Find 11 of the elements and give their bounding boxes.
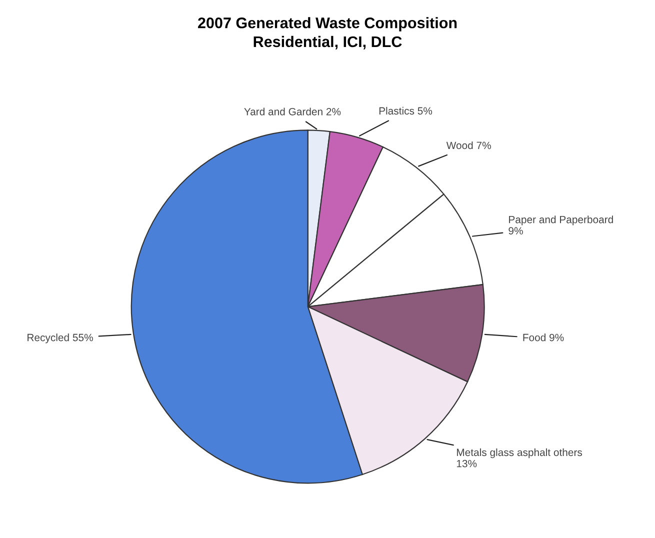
slice-label: Metals glass asphalt others	[457, 448, 582, 458]
slice-label: Wood 7%	[446, 141, 491, 150]
slice-label: Plastics 5%	[379, 106, 432, 115]
chart-title: 2007 Generated Waste Composition	[198, 17, 457, 32]
data-label: 9%	[508, 227, 523, 234]
chart-subtitle: Residential, ICI, DLC	[254, 36, 402, 50]
slice-label: Recycled 55%	[28, 334, 93, 344]
data-label: 13%	[456, 460, 477, 468]
slice-label: Yard and Garden 2%	[244, 108, 341, 116]
slice-label: Food 9%	[523, 334, 564, 342]
slice-label: Paper and Paperboard	[509, 216, 613, 226]
